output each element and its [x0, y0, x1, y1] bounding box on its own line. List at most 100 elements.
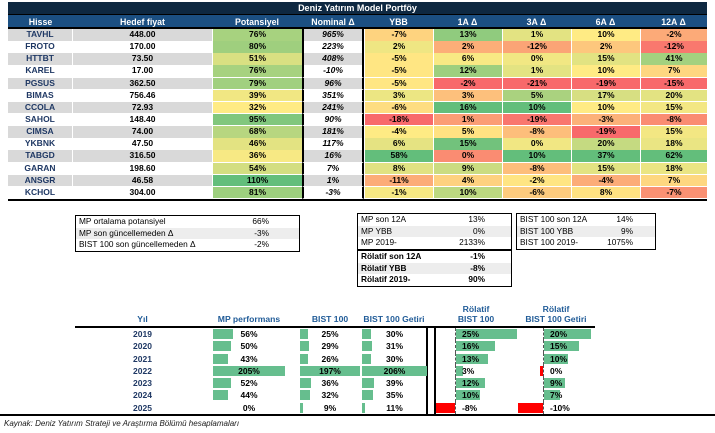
heat-cell-a1: 12% [433, 65, 502, 78]
heat-cell-a6: 17% [571, 89, 640, 103]
summary-label: Rölatif son 12A [361, 251, 422, 261]
heat-cell-a3: -12% [502, 41, 571, 54]
summary-box-bist100-returns: BIST 100 son 12A 14% BIST 100 YBB 9% BIST 10… [516, 213, 656, 250]
performance-table-header: Yıl MP performans BIST 100 BIST 100 Geti… [0, 298, 715, 326]
data-bar [540, 365, 543, 376]
potential-cell: 36% [212, 150, 302, 163]
performance-row-2019: 2019 56% 25% 30% 25% 20% [0, 328, 715, 341]
nominal-change-cell: 965% [302, 29, 364, 42]
target-price-cell: 46.58 [73, 174, 212, 188]
data-bar [213, 365, 285, 376]
target-price-cell: 448.00 [73, 29, 212, 42]
target-price-cell: 756.46 [73, 89, 212, 103]
data-bar [362, 329, 372, 339]
heat-cell-a12: -12% [640, 41, 707, 54]
summary-value: 1075% [607, 237, 633, 248]
perf-col-mp: MP performans [217, 314, 281, 324]
summary-row: BIST 100 son 12A 14% [517, 214, 655, 226]
heat-cell-ybb: -7% [364, 29, 433, 42]
bar-value: 11% [386, 402, 403, 413]
summary-label: Rölatif YBB [361, 262, 407, 273]
data-bar [544, 353, 568, 364]
bar-value: 25% [462, 329, 480, 339]
getiri-bar-cell: 11% [362, 402, 427, 414]
data-bar [544, 390, 561, 401]
bist-bar-cell: 25% [300, 328, 360, 340]
rel_getiri-bar-cell: 10% [518, 352, 591, 365]
heat-cell-a1: 15% [433, 138, 502, 151]
data-bar [362, 341, 372, 352]
bar-value: 39% [385, 378, 403, 389]
rel_getiri-bar-cell: 0% [518, 364, 591, 378]
summary-row: MP 2019- 2133% [358, 237, 511, 249]
perf-col-yil: Yıl [137, 314, 148, 324]
heat-cell-a6: 10% [571, 101, 640, 115]
data-bar [456, 341, 496, 352]
summary-row: BIST 100 2019- 1075% [517, 237, 655, 249]
performance-table-body: 2019 56% 25% 30% 25% 20% 2020 50% 29% 31% 16% 15% 20… [0, 328, 715, 415]
summary-label: MP YBB [361, 225, 393, 236]
heat-cell-ybb: -6% [364, 101, 433, 115]
summary-box-relative-returns: Rölatif son 12A -1% Rölatif YBB -8% Rölatif … [357, 250, 512, 287]
data-bar [456, 329, 517, 339]
rel_getiri-bar-cell: -10% [518, 401, 591, 415]
perf-col-rel-getiri-line2: BIST 100 Getiri [525, 314, 587, 324]
heat-cell-a6: 10% [571, 65, 640, 78]
mp-bar-cell: 43% [213, 353, 285, 365]
summary-label: MP son güncellemeden Δ [79, 227, 174, 238]
bar-value: 50% [240, 341, 258, 352]
bar-value: 30% [385, 329, 403, 339]
summary-value: -8% [470, 262, 485, 273]
heat-cell-a3: 1% [502, 65, 571, 78]
summary-label: MP 2019- [361, 237, 397, 248]
perf-col-rel-bist: Rölatif BIST 100 [435, 304, 517, 324]
portfolio-row-ccola: CCOLA 72.93 32% 241% -6% 16% 10% 10% 15% [8, 101, 707, 115]
data-bar [300, 365, 360, 376]
heat-cell-a12: 15% [640, 126, 707, 139]
perf-col-rel-getiri-line1: Rölatif [542, 304, 570, 314]
data-bar [300, 378, 311, 389]
heat-cell-a12: 62% [640, 150, 707, 163]
summary-label: BIST 100 son 12A [520, 214, 588, 224]
summary-value: 2133% [459, 237, 485, 248]
ticker-cell: PGSUS [8, 77, 73, 91]
col-header-nominal: Nominal Δ [311, 17, 355, 27]
performance-row-2021: 2021 43% 26% 30% 13% 10% [0, 352, 715, 365]
mp-bar-cell: 52% [213, 377, 285, 389]
rel_getiri-bar-cell: 9% [518, 377, 591, 390]
potential-cell: 76% [212, 65, 302, 78]
portfolio-row-kchol: KCHOL 304.00 81% -3% -1% 10% -6% 8% -7% [8, 186, 707, 200]
heat-cell-a1: 16% [433, 101, 502, 115]
getiri-bar-cell: 30% [362, 353, 427, 365]
bar-axis [543, 401, 544, 415]
target-price-cell: 198.60 [73, 162, 212, 176]
potential-cell: 79% [212, 77, 302, 91]
performance-row-2025: 2025 0% 9% 11% -8% -10% [0, 401, 715, 415]
heat-cell-a1: 13% [433, 29, 502, 42]
target-price-cell: 73.50 [73, 53, 212, 66]
portfolio-table-title: Deniz Yatırım Model Portföy [8, 2, 707, 15]
ticker-cell: KAREL [8, 65, 73, 78]
heat-cell-a1: 1% [433, 113, 502, 127]
ticker-cell: BIMAS [8, 89, 73, 103]
data-bar [362, 365, 427, 376]
getiri-bar-cell: 39% [362, 377, 427, 389]
heat-cell-ybb: 6% [364, 138, 433, 151]
ticker-cell: CCOLA [8, 101, 73, 115]
perf-col-getiri: BIST 100 Getiri [363, 314, 425, 324]
bar-value: 0% [242, 402, 256, 413]
rel_bist-bar-cell: 13% [436, 352, 517, 365]
summary-row: Rölatif 2019- 90% [358, 274, 511, 286]
bist-bar-cell: 197% [300, 365, 360, 377]
heat-cell-a3: -8% [502, 162, 571, 176]
bar-value: 3% [462, 365, 475, 376]
nominal-change-cell: -10% [302, 65, 364, 78]
heat-cell-a3: 5% [502, 89, 571, 103]
summary-row: BIST 100 son güncellemeden Δ -2% [76, 239, 299, 251]
bar-value: 12% [462, 378, 480, 389]
summary-row: Rölatif YBB -8% [358, 262, 511, 275]
nominal-change-cell: -3% [302, 186, 364, 200]
data-bar [362, 353, 372, 364]
bar-value: 56% [240, 329, 258, 339]
